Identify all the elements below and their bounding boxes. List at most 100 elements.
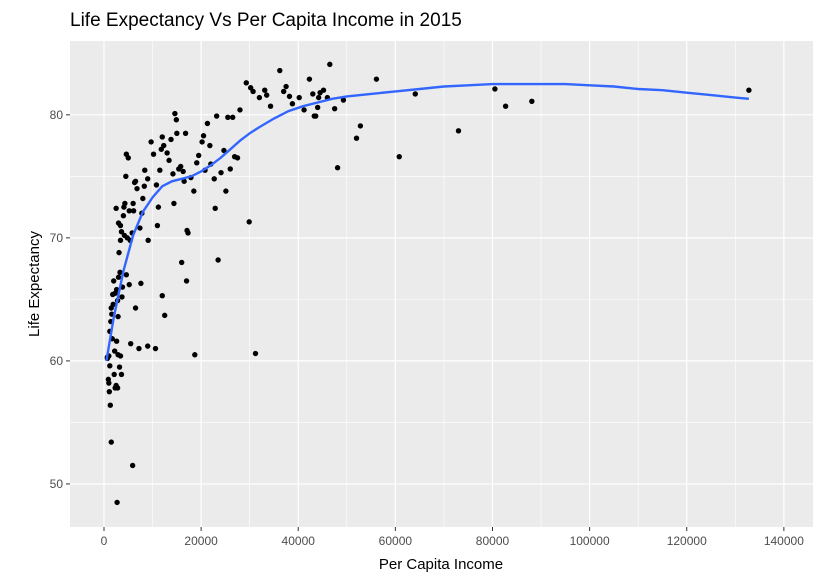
y-tick-label: 50 [50,477,64,491]
x-axis-ticks: 0 20000 40000 60000 80000 100000 120000 140000 [101,527,804,548]
x-tick-label: 120000 [667,534,707,548]
data-point [138,280,144,287]
data-point [120,213,127,219]
data-point [315,94,322,101]
x-tick-label: 100000 [570,534,610,548]
data-point [218,169,224,176]
data-point [123,173,129,180]
data-point [306,76,313,82]
data-point [213,113,220,119]
data-point [119,294,125,300]
data-point [199,139,205,145]
data-point [212,205,218,212]
data-point [110,301,116,308]
x-tick-label: 140000 [764,534,804,548]
data-point [130,200,136,207]
data-point [107,363,113,369]
minor-gridlines [70,41,813,527]
data-point [195,152,202,159]
data-point [128,340,134,347]
x-tick-label: 80000 [476,534,510,548]
data-point [153,182,160,188]
data-point [111,348,118,354]
data-point [310,91,316,97]
data-point [529,98,535,104]
data-point [301,107,307,113]
data-point [117,237,124,244]
major-gridlines [70,41,813,527]
data-point [130,208,137,214]
data-point [161,312,168,319]
x-tick-label: 60000 [379,534,413,548]
data-point [234,155,241,161]
data-point [126,208,132,214]
data-point [267,103,274,109]
data-point [178,163,184,170]
y-axis-title: Life Expectancy [26,231,43,337]
data-point [283,83,289,90]
data-point [174,130,180,136]
data-point [373,76,380,82]
data-point [122,200,128,207]
data-point [357,123,364,129]
data-point [106,380,112,386]
data-point [181,178,187,184]
data-point [182,130,189,136]
data-point [194,160,200,166]
data-point [115,313,121,320]
data-point [113,205,119,212]
data-point [132,178,139,184]
data-point [237,107,243,113]
data-point [200,133,207,139]
data-point [229,114,236,120]
plot-panel [70,41,813,527]
data-point [492,86,498,92]
data-point [118,371,125,378]
data-point [150,151,157,157]
data-point [211,176,217,182]
data-point [140,195,146,202]
data-point [154,222,161,229]
data-point [159,292,165,299]
data-point [111,371,117,378]
data-point [327,61,333,68]
data-point [320,87,327,93]
data-point [164,150,170,156]
data-point [262,87,268,93]
data-point [145,237,151,244]
data-point [113,338,120,344]
data-point [221,147,227,154]
data-point [191,188,197,194]
data-point [263,92,270,98]
data-point [250,88,256,95]
data-point [114,499,120,506]
data-point [142,167,148,173]
data-point [246,219,252,225]
data-point [117,222,124,229]
data-point [277,67,283,74]
data-point [455,128,462,134]
data-point [117,269,123,276]
data-point [243,80,249,86]
data-point [144,343,151,349]
x-tick-label: 40000 [282,534,316,548]
data-point [225,114,231,120]
data-point [314,104,321,111]
data-point [280,88,287,95]
chart-title: Life Expectancy Vs Per Capita Income in … [70,10,462,31]
x-axis-title: Per Capita Income [379,556,503,573]
data-point [353,135,360,141]
data-point [334,165,341,171]
data-point [313,113,319,119]
data-point [215,257,221,263]
data-point [207,142,213,149]
data-point [252,350,259,357]
smooth-line [105,82,750,362]
data-point [296,94,302,101]
data-point [340,97,347,103]
data-point [111,278,117,284]
data-point [126,281,132,288]
data-point [185,230,191,236]
data-point [125,155,131,161]
